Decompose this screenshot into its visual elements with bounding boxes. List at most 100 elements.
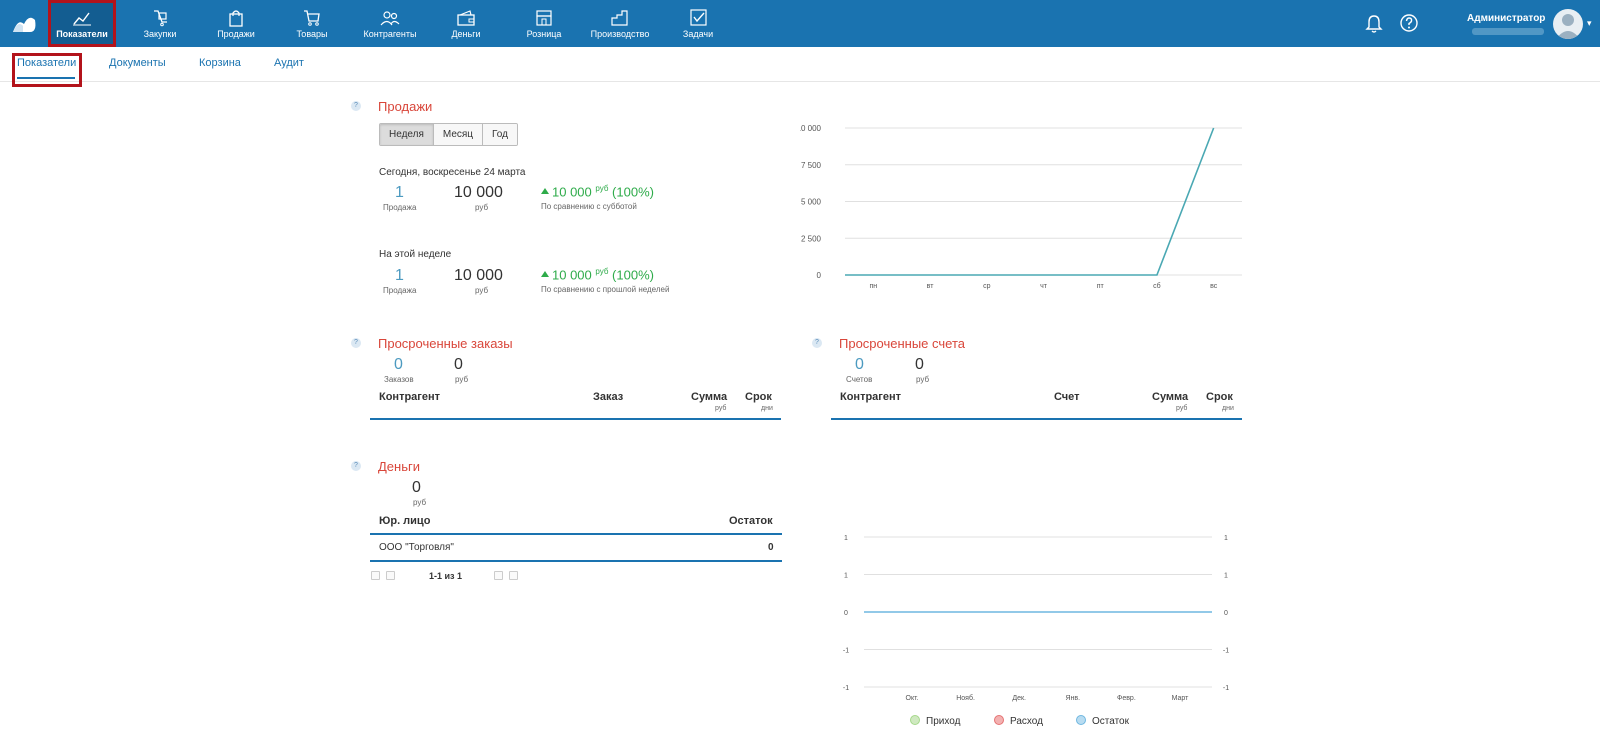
period-month-button[interactable]: Месяц xyxy=(433,124,484,145)
sales-line-chart: 0 2 500 5 000 7 500 10 000 пн вт ср чт пт сб вс xyxy=(800,124,1242,290)
sub-tabs: Показатели Документы Корзина Аудит xyxy=(0,47,1600,82)
today-compare: По сравнению с субботой xyxy=(541,202,637,211)
app-logo-icon[interactable] xyxy=(10,10,38,38)
x-tick-label: пн xyxy=(870,283,878,290)
legend-item-balance[interactable]: Остаток xyxy=(1076,715,1129,727)
overdue-invoices-amount-label: руб xyxy=(916,375,930,384)
today-count-label: Продажа xyxy=(383,203,417,212)
col-term[interactable]: Срок xyxy=(745,391,772,403)
x-tick-label: сб xyxy=(1153,282,1161,290)
week-count[interactable]: 1 xyxy=(395,267,404,284)
help-icon[interactable]: ? xyxy=(351,338,361,348)
x-tick-label: Нояб. xyxy=(956,694,975,702)
checkbox-icon xyxy=(690,9,707,26)
col-invoice[interactable]: Счет xyxy=(1054,391,1080,403)
pager-next-button[interactable] xyxy=(494,571,503,580)
nav-label: Закупки xyxy=(143,29,177,39)
nav-item-indicators[interactable]: Показатели xyxy=(48,0,116,47)
col-term-unit: дни xyxy=(761,405,773,412)
nav-item-sales[interactable]: Продажи xyxy=(208,0,264,47)
col-legal-entity[interactable]: Юр. лицо xyxy=(379,515,431,527)
tab-audit[interactable]: Аудит xyxy=(274,57,304,69)
overdue-orders-count[interactable]: 0 xyxy=(394,356,403,373)
y-tick-label-left: 1 xyxy=(844,573,848,580)
nav-label: Контрагенты xyxy=(363,29,417,39)
week-amount-label: руб xyxy=(475,286,489,295)
x-tick-label: пт xyxy=(1097,283,1105,290)
help-icon[interactable]: ? xyxy=(812,338,822,348)
y-tick-label-right: -1 xyxy=(1223,685,1229,692)
money-title: Деньги xyxy=(378,459,420,474)
nav-label: Розница xyxy=(526,29,562,39)
pager-last-button[interactable] xyxy=(509,571,518,580)
x-tick-label: ср xyxy=(983,283,991,290)
money-amount-label: руб xyxy=(413,498,427,507)
today-delta: 10 000 руб (100%) xyxy=(541,184,654,199)
pager-info: 1-1 из 1 xyxy=(429,571,463,581)
avatar[interactable] xyxy=(1553,9,1583,39)
chevron-down-icon[interactable]: ▾ xyxy=(1587,18,1592,28)
cart-icon xyxy=(304,10,320,26)
y-tick-label: 10 000 xyxy=(800,124,822,133)
col-term[interactable]: Срок xyxy=(1206,391,1233,403)
legend-item-income[interactable]: Приход xyxy=(910,715,960,727)
overdue-orders-amount: 0 xyxy=(454,356,463,373)
col-term-unit: дни xyxy=(1222,405,1234,412)
period-week-button[interactable]: Неделя xyxy=(380,124,434,145)
period-selector: Неделя Месяц Год xyxy=(379,123,518,146)
user-avatar-icon xyxy=(1556,14,1580,39)
pager-first-button[interactable] xyxy=(371,571,380,580)
help-icon[interactable]: ? xyxy=(351,461,361,471)
x-tick-label: Март xyxy=(1172,695,1190,702)
legend-item-expense[interactable]: Расход xyxy=(994,715,1043,727)
nav-item-production[interactable]: Производство xyxy=(588,0,652,47)
col-sum[interactable]: Сумма xyxy=(691,391,728,403)
col-order[interactable]: Заказ xyxy=(593,391,624,403)
y-tick-label: 5 000 xyxy=(801,198,822,207)
series-line xyxy=(845,127,1215,276)
nav-item-purchases[interactable]: Закупки xyxy=(132,0,188,47)
users-icon xyxy=(380,11,400,26)
money-line-chart: 1 1 1 1 0 0 -1 -1 -1 -1 Окт. Нояб. Дек. Янв. Февр. Март xyxy=(843,535,1229,702)
nav-label: Продажи xyxy=(217,29,255,39)
period-year-button[interactable]: Год xyxy=(483,124,517,145)
table-divider xyxy=(370,533,782,535)
col-sum[interactable]: Сумма xyxy=(1152,391,1189,403)
factory-icon xyxy=(611,10,628,26)
nav-item-goods[interactable]: Товары xyxy=(284,0,340,47)
table-divider xyxy=(370,418,781,420)
user-name[interactable]: Администратор xyxy=(1467,13,1546,24)
today-count[interactable]: 1 xyxy=(395,184,404,201)
tab-indicators[interactable]: Показатели xyxy=(17,57,77,69)
nav-item-tasks[interactable]: Задачи xyxy=(672,0,724,47)
y-tick-label-left: 1 xyxy=(844,535,848,542)
week-compare: По сравнению с прошлой неделей xyxy=(541,285,670,294)
col-contractor[interactable]: Контрагент xyxy=(840,391,902,403)
nav-label: Производство xyxy=(590,29,650,39)
money-row-name[interactable]: ООО "Торговля" xyxy=(379,542,454,553)
nav-item-retail[interactable]: Розница xyxy=(516,0,572,47)
tab-trash[interactable]: Корзина xyxy=(199,57,241,69)
user-subtitle-blurred xyxy=(1472,28,1544,35)
overdue-invoices-amount: 0 xyxy=(915,356,924,373)
col-balance[interactable]: Остаток xyxy=(729,515,773,527)
tab-highlight-frame xyxy=(12,53,82,87)
y-tick-label-left: -1 xyxy=(843,648,849,655)
bell-icon[interactable] xyxy=(1363,12,1385,34)
pager-prev-button[interactable] xyxy=(386,571,395,580)
overdue-invoices-count[interactable]: 0 xyxy=(855,356,864,373)
help-icon[interactable]: ? xyxy=(351,101,361,111)
nav-label: Товары xyxy=(296,29,328,39)
x-tick-label: Дек. xyxy=(1012,695,1026,702)
help-circle-icon[interactable] xyxy=(1398,12,1420,34)
nav-item-contractors[interactable]: Контрагенты xyxy=(358,0,422,47)
y-tick-label: 0 xyxy=(817,271,822,280)
nav-item-money[interactable]: Деньги xyxy=(440,0,492,47)
y-tick-label-right: -1 xyxy=(1223,648,1229,655)
col-sum-unit: руб xyxy=(715,405,727,412)
col-contractor[interactable]: Контрагент xyxy=(379,391,441,403)
legend-dot xyxy=(1076,715,1086,725)
tab-documents[interactable]: Документы xyxy=(109,57,166,69)
arrow-up-icon xyxy=(541,271,549,278)
legend-dot xyxy=(994,715,1004,725)
